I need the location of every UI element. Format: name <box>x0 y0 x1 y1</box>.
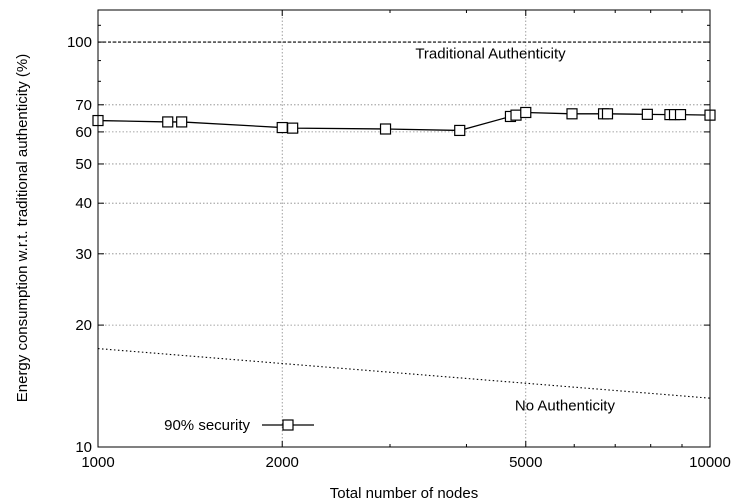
traditional-authenticity-annotation: Traditional Authenticity <box>415 46 566 63</box>
no-authenticity-line <box>97 348 711 399</box>
grid <box>98 10 710 447</box>
y-tick-label: 70 <box>75 97 92 114</box>
y-tick-label: 20 <box>75 317 92 334</box>
legend-label: 90% security <box>164 417 250 434</box>
data-point <box>379 123 392 135</box>
y-tick-label: 60 <box>75 124 92 141</box>
reference-lines <box>97 41 711 399</box>
annotations: Traditional Authenticity No Authenticity <box>415 46 615 415</box>
x-tick-label: 5000 <box>509 454 542 471</box>
data-point <box>520 106 532 119</box>
y-tick-label: 40 <box>75 195 92 212</box>
y-axis-title: Energy consumption w.r.t. traditional au… <box>14 54 31 403</box>
data-point <box>176 116 188 128</box>
data-point <box>162 116 174 128</box>
data-point <box>287 122 299 134</box>
legend: 90% security <box>164 417 314 434</box>
y-tick-label: 50 <box>75 156 92 173</box>
x-axis-title: Total number of nodes <box>330 485 478 502</box>
data-point <box>566 108 578 120</box>
data-point <box>641 108 653 120</box>
legend-marker <box>282 419 294 431</box>
no-authenticity-annotation: No Authenticity <box>515 398 616 415</box>
y-tick-label: 10 <box>75 439 92 456</box>
y-tick-label: 30 <box>75 246 92 263</box>
x-tick-label: 2000 <box>266 454 299 471</box>
series-layer <box>92 106 716 137</box>
x-tick-label: 1000 <box>81 454 114 471</box>
data-point <box>510 109 522 121</box>
data-point <box>601 108 614 120</box>
data-point <box>276 121 288 134</box>
data-point <box>674 109 687 121</box>
series-line <box>97 111 711 132</box>
axis-ticks: 10 20 30 40 50 60 70 100 1000 2000 5000 10000 <box>67 10 731 471</box>
plot-frame <box>97 9 711 448</box>
y-tick-label: 100 <box>67 34 92 51</box>
data-point <box>454 124 466 137</box>
x-tick-label: 10000 <box>689 454 731 471</box>
